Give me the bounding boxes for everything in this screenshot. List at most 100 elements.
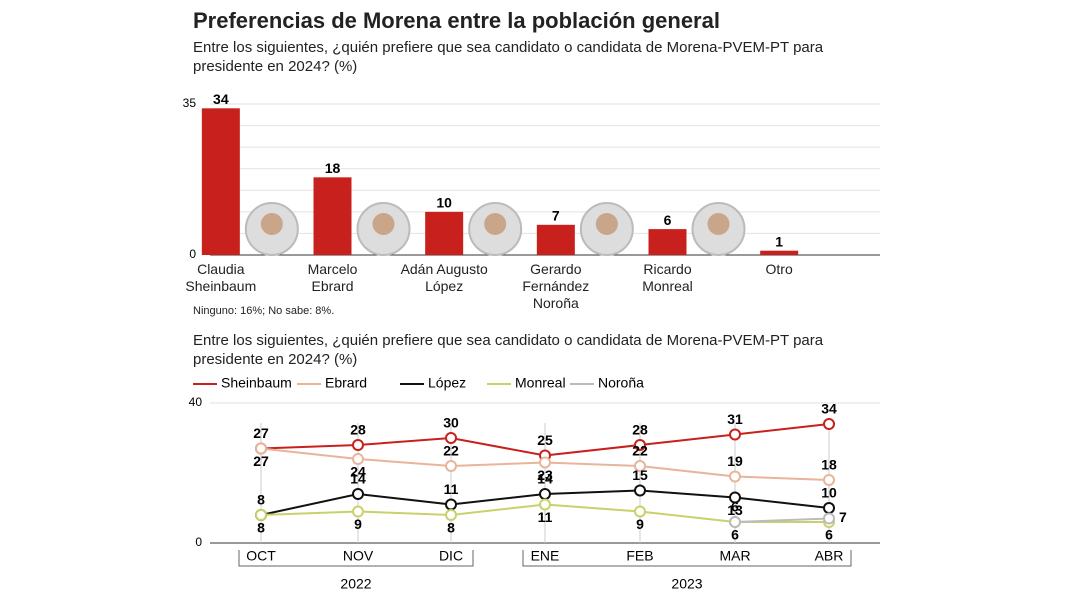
bar [201, 108, 240, 255]
x-tick-label: ABR [815, 548, 844, 564]
chart-subtitle: Entre los siguientes, ¿quién prefiere qu… [193, 332, 824, 368]
point [352, 488, 364, 500]
value-label: 27 [253, 425, 269, 441]
y-tick-label: 35 [183, 96, 197, 110]
point [634, 439, 646, 451]
point [729, 516, 741, 528]
value-label: 6 [825, 527, 833, 543]
x-tick-label: Gerardo Fernández Noroña [522, 261, 590, 311]
bar [313, 177, 352, 255]
portrait-face [484, 213, 507, 235]
y-tick-label: 40 [189, 395, 203, 409]
chart-title: Preferencias de Morena entre la població… [193, 8, 720, 33]
point [729, 470, 741, 483]
value-label: 14 [537, 471, 553, 487]
year-label: 2023 [671, 576, 702, 592]
point [445, 460, 457, 472]
value-label: 6 [664, 212, 672, 228]
value-label: 25 [537, 432, 553, 448]
x-tick-label: MAR [719, 548, 750, 564]
point [539, 456, 551, 469]
value-label: 10 [436, 195, 452, 211]
x-tick-label: Adán Augusto López [400, 261, 488, 294]
point [445, 509, 457, 521]
y-tick-label: 0 [195, 535, 202, 549]
point [352, 505, 364, 518]
point [823, 512, 835, 525]
point [729, 428, 741, 441]
value-label: 6 [731, 527, 739, 543]
value-label: 6 [731, 499, 739, 515]
point [823, 474, 835, 486]
value-label: 11 [444, 481, 459, 497]
value-label: 24 [350, 464, 366, 480]
value-label: 31 [727, 411, 743, 427]
legend-label: Ebrard [325, 375, 367, 391]
portrait-face [372, 213, 395, 235]
value-label: 18 [325, 160, 341, 176]
legend-label: López [428, 375, 466, 391]
point [445, 498, 457, 511]
value-label: 34 [821, 401, 837, 417]
point [352, 453, 364, 465]
point [539, 498, 551, 511]
x-tick-label: OCT [246, 548, 276, 564]
x-tick-label: Otro [765, 261, 793, 277]
value-label: 9 [354, 516, 362, 532]
value-label: 22 [632, 443, 648, 459]
value-label: 14 [350, 471, 366, 487]
value-label: 15 [632, 467, 648, 483]
value-label: 8 [447, 520, 455, 536]
point [255, 442, 267, 455]
point [539, 488, 551, 500]
legend-label: Monreal [515, 375, 566, 391]
bar [425, 211, 464, 255]
y-tick-label: 0 [189, 247, 196, 261]
point [823, 502, 835, 514]
series-line [734, 517, 830, 523]
value-label: 9 [636, 516, 644, 532]
value-label: 22 [443, 443, 459, 459]
value-label: 10 [821, 485, 837, 501]
note: Ninguno: 16%; No sabe: 8%. [193, 305, 335, 317]
value-label: 23 [537, 467, 553, 483]
value-label: 19 [727, 453, 743, 469]
point [634, 484, 646, 497]
point [823, 418, 835, 430]
value-label: 27 [253, 453, 269, 469]
value-label: 11 [538, 509, 553, 525]
x-tick-label: FEB [626, 548, 653, 564]
legend-label: Noroña [598, 375, 644, 391]
value-label: 30 [443, 415, 459, 431]
point [445, 432, 457, 444]
x-tick-label: DIC [439, 548, 463, 564]
value-label: 8 [257, 520, 265, 536]
chart-subtitle: Entre los siguientes, ¿quién prefiere qu… [193, 39, 824, 75]
point [729, 491, 741, 504]
bar [536, 224, 575, 255]
value-label: 1 [775, 233, 783, 249]
point [255, 509, 267, 521]
point [352, 439, 364, 451]
portrait-face [707, 213, 730, 235]
point [634, 460, 646, 472]
portrait-face [260, 213, 283, 235]
year-label: 2022 [340, 576, 371, 592]
bar [760, 250, 799, 255]
value-label: 34 [213, 91, 229, 107]
portrait-face [595, 213, 618, 235]
point [634, 505, 646, 518]
x-tick-label: Claudia Sheinbaum [185, 261, 257, 294]
value-label: 13 [727, 502, 743, 518]
x-tick-label: ENE [531, 548, 560, 564]
legend-label: Sheinbaum [221, 375, 292, 391]
value-label: 8 [257, 492, 265, 508]
value-label: 28 [350, 422, 366, 438]
year-bracket [522, 550, 852, 567]
value-label: 7 [839, 509, 847, 525]
bar [648, 229, 687, 255]
x-tick-label: Ricardo Monreal [642, 261, 693, 294]
x-tick-label: Marcelo Ebrard [307, 261, 358, 294]
